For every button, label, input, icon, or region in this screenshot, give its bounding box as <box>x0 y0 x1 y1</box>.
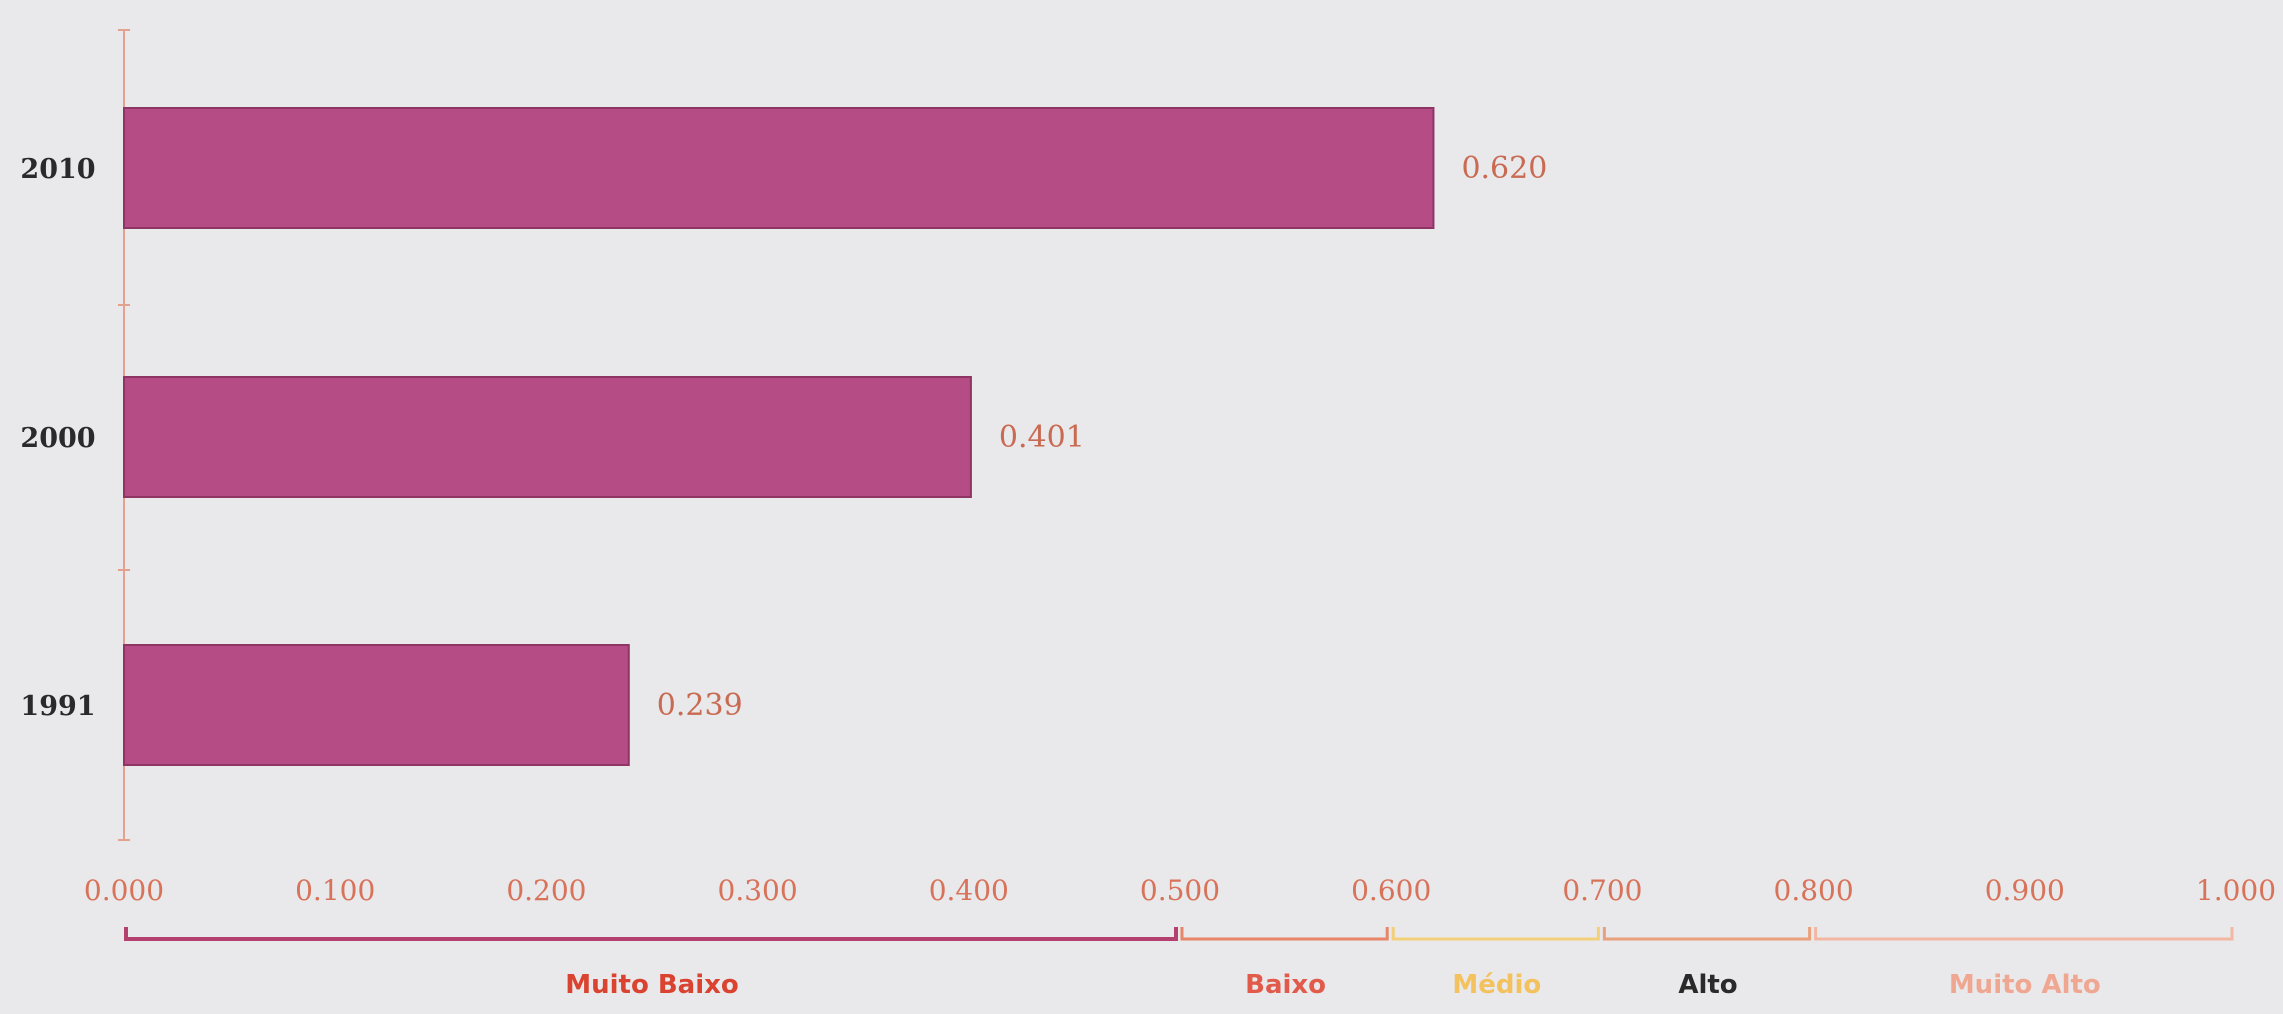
x-tick-label: 0.900 <box>1985 874 2065 907</box>
band-label: Médio <box>1452 970 1541 1000</box>
band-bracket <box>1814 927 2234 941</box>
band-label: Muito Alto <box>1949 970 2101 1000</box>
band-bracket <box>1602 927 1812 941</box>
x-tick-label: 0.100 <box>295 874 375 907</box>
x-tick-label: 0.700 <box>1562 874 1642 907</box>
classification-bands: Muito Baixo Baixo Médio Alto Muito Alto <box>124 927 2234 1000</box>
bar-2010 <box>123 107 1435 229</box>
data-label: 0.620 <box>1461 151 1547 186</box>
x-tick-label: 0.500 <box>1140 874 1220 907</box>
x-tick-label: 0.000 <box>84 874 164 907</box>
category-label: 2000 <box>20 423 95 454</box>
x-tick-label: 0.800 <box>1774 874 1854 907</box>
chart-bars <box>123 107 1435 766</box>
bar-2000 <box>123 376 972 498</box>
chart-axes: 0.000 0.100 0.200 0.300 0.400 0.500 0.600 0.700… <box>84 29 2276 907</box>
bar-1991 <box>123 644 630 766</box>
x-tick-label: 1.000 <box>2196 874 2276 907</box>
x-tick-label: 0.600 <box>1351 874 1431 907</box>
band-label: Alto <box>1678 970 1737 1000</box>
x-tick-label: 0.200 <box>506 874 586 907</box>
data-label: 0.239 <box>657 688 743 723</box>
band-label: Muito Baixo <box>565 970 739 1000</box>
band-bracket <box>1391 927 1600 941</box>
category-label: 1991 <box>20 691 95 722</box>
chart-labels: 2010 0.620 2000 0.401 1991 0.239 <box>20 151 1547 723</box>
band-bracket <box>1180 927 1389 941</box>
x-tick-label: 0.300 <box>718 874 798 907</box>
band-label: Baixo <box>1245 970 1326 1000</box>
band-bracket <box>124 927 1178 941</box>
x-tick-label: 0.400 <box>929 874 1009 907</box>
data-label: 0.401 <box>999 420 1085 455</box>
category-label: 2010 <box>20 154 95 185</box>
